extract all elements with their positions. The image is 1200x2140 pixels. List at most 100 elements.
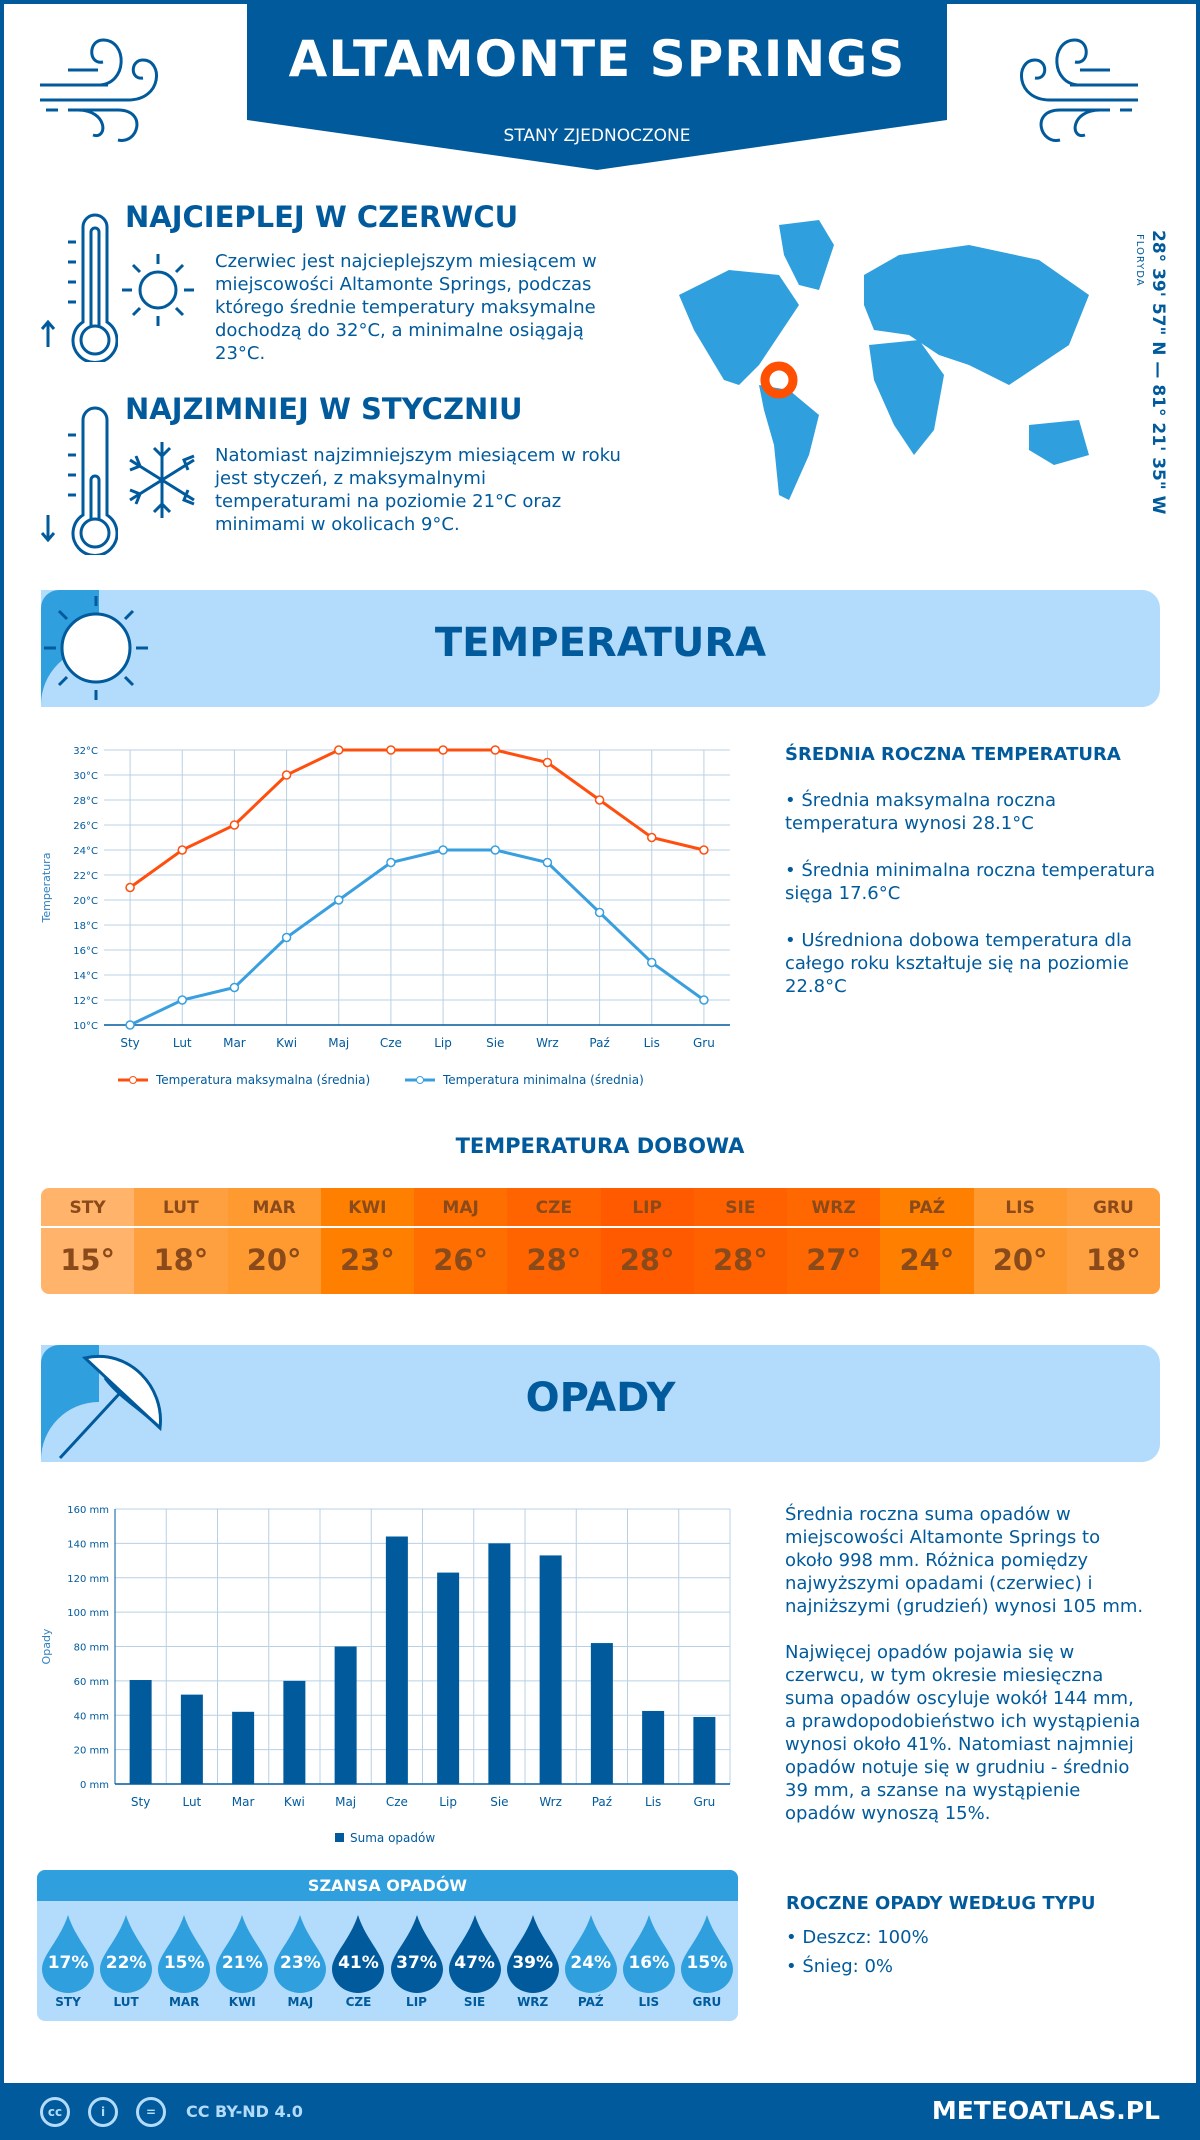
precip-type-rain: • Deszcz: 100%	[786, 1927, 929, 1948]
x-tick-label: Gru	[693, 1036, 715, 1050]
y-tick-label: 26°C	[73, 821, 98, 832]
annual-temp-item: • Uśredniona dobowa temperatura dla całe…	[785, 930, 1133, 997]
rain-chance-value: 23%	[280, 1953, 321, 1973]
rain-drop: 15% GRU	[678, 1901, 736, 2021]
month-label: WRZ	[787, 1188, 881, 1228]
series-line	[129, 848, 705, 1027]
y-tick-label: 80 mm	[74, 1643, 109, 1654]
month-label: STY	[55, 1995, 81, 2009]
data-point	[490, 845, 500, 855]
month-label: LIS	[973, 1188, 1067, 1228]
data-point	[386, 745, 396, 755]
y-tick-label: 22°C	[73, 871, 98, 882]
data-point	[281, 770, 292, 780]
y-tick-label: 14°C	[73, 971, 98, 982]
month-label: LUT	[134, 1188, 228, 1228]
x-tick-label: Gru	[693, 1795, 715, 1809]
y-tick-label: 140 mm	[67, 1539, 109, 1550]
x-tick-label: Wrz	[539, 1795, 562, 1809]
umbrella-rain-icon	[58, 1355, 162, 1460]
temp-value: 20°	[992, 1243, 1048, 1277]
temp-value: 18°	[153, 1243, 209, 1277]
thermometer-up-icon	[40, 213, 118, 362]
y-tick-label: 16°C	[73, 946, 98, 957]
precip-bar	[385, 1536, 408, 1784]
data-point	[386, 857, 396, 868]
y-tick-label: 40 mm	[74, 1711, 109, 1722]
series-line	[129, 748, 705, 889]
data-point	[542, 757, 553, 768]
data-point	[490, 745, 500, 755]
month-label: GRU	[692, 1995, 722, 2009]
raindrop-icon	[216, 1915, 269, 1993]
y-tick-label: 60 mm	[74, 1677, 109, 1688]
y-axis-label: Temperatura	[40, 853, 53, 924]
rain-drop: 39% WRZ	[504, 1901, 562, 2021]
temp-value: 24°	[899, 1243, 955, 1277]
precip-section-header: OPADY	[41, 1345, 1160, 1462]
temp-value: 20°	[246, 1243, 302, 1277]
month-label: MAR	[168, 1995, 200, 2009]
temp-value: 15°	[60, 1243, 116, 1277]
precip-bar	[642, 1710, 665, 1784]
daily-temp-table: STY 15° LUT 18° MAR 20° KWI 23° MAJ 26° CZE 28° LIP 2…	[41, 1188, 1160, 1294]
warmest-text: Czerwiec jest najcieplejszym miesiącem w…	[215, 251, 597, 364]
rain-chance-title: SZANSA OPADÓW	[37, 1870, 738, 1901]
month-label: MAR	[227, 1188, 321, 1228]
x-tick-label: Sie	[490, 1795, 508, 1809]
data-point	[334, 745, 344, 755]
month-label: SIE	[693, 1188, 787, 1228]
month-label: MAJ	[414, 1188, 508, 1228]
precip-bar	[693, 1716, 716, 1784]
data-point	[125, 1020, 135, 1030]
coldest-text: Natomiast najzimniejszym miesiącem w rok…	[215, 445, 621, 535]
x-tick-label: Kwi	[276, 1036, 297, 1050]
brand-link[interactable]: METEOATLAS.PL	[931, 2096, 1160, 2125]
wind-icon	[1020, 38, 1138, 142]
x-tick-label: Lut	[173, 1036, 192, 1050]
daily-temp-cell: LUT 18°	[134, 1188, 228, 1294]
y-tick-label: 32°C	[73, 746, 98, 757]
raindrop-icon	[448, 1915, 501, 1993]
temp-value: 18°	[1085, 1243, 1141, 1277]
data-point	[177, 845, 187, 855]
y-tick-label: 160 mm	[67, 1505, 109, 1516]
x-tick-label: Lip	[439, 1795, 457, 1809]
month-label: CZE	[345, 1995, 372, 2009]
daily-temp-cell: PAŹ 24°	[880, 1188, 974, 1294]
license-text: CC BY-ND 4.0	[186, 2102, 303, 2121]
rain-chance-value: 22%	[105, 1953, 147, 1973]
rain-chance-value: 39%	[512, 1953, 554, 1973]
month-label: LIP	[600, 1188, 694, 1228]
y-tick-label: 28°C	[73, 796, 98, 807]
rain-chance-value: 17%	[47, 1953, 89, 1973]
rain-chance-value: 24%	[570, 1953, 612, 1973]
raindrop-icon	[622, 1915, 675, 1993]
x-tick-label: Sie	[486, 1036, 504, 1050]
y-tick-label: 10°C	[73, 1021, 98, 1032]
data-point	[594, 907, 605, 918]
x-tick-label: Paź	[592, 1795, 612, 1809]
precip-bar	[437, 1572, 460, 1784]
world-map	[679, 220, 1089, 500]
x-tick-label: Wrz	[536, 1036, 559, 1050]
raindrop-icon	[274, 1915, 327, 1993]
precip-bar	[283, 1680, 306, 1784]
x-tick-label: Cze	[380, 1036, 402, 1050]
data-point	[281, 932, 292, 943]
temp-value: 28°	[526, 1243, 582, 1277]
data-point	[229, 820, 240, 830]
daily-temp-cell: KWI 23°	[320, 1188, 414, 1294]
raindrop-icon	[564, 1915, 617, 1993]
daily-temp-title: TEMPERATURA DOBOWA	[455, 1134, 745, 1158]
temp-value: 28°	[712, 1243, 768, 1277]
month-label: LIP	[406, 1995, 427, 2009]
rain-chance-value: 15%	[686, 1953, 728, 1973]
footer: cc i = CC BY-ND 4.0 METEOATLAS.PL	[0, 2083, 1200, 2140]
data-point	[647, 957, 657, 968]
temp-value: 23°	[339, 1243, 395, 1277]
x-tick-label: Mar	[232, 1795, 255, 1809]
precip-bar	[590, 1643, 613, 1784]
precip-bar	[232, 1711, 255, 1784]
month-label: PAŹ	[577, 1995, 604, 2009]
